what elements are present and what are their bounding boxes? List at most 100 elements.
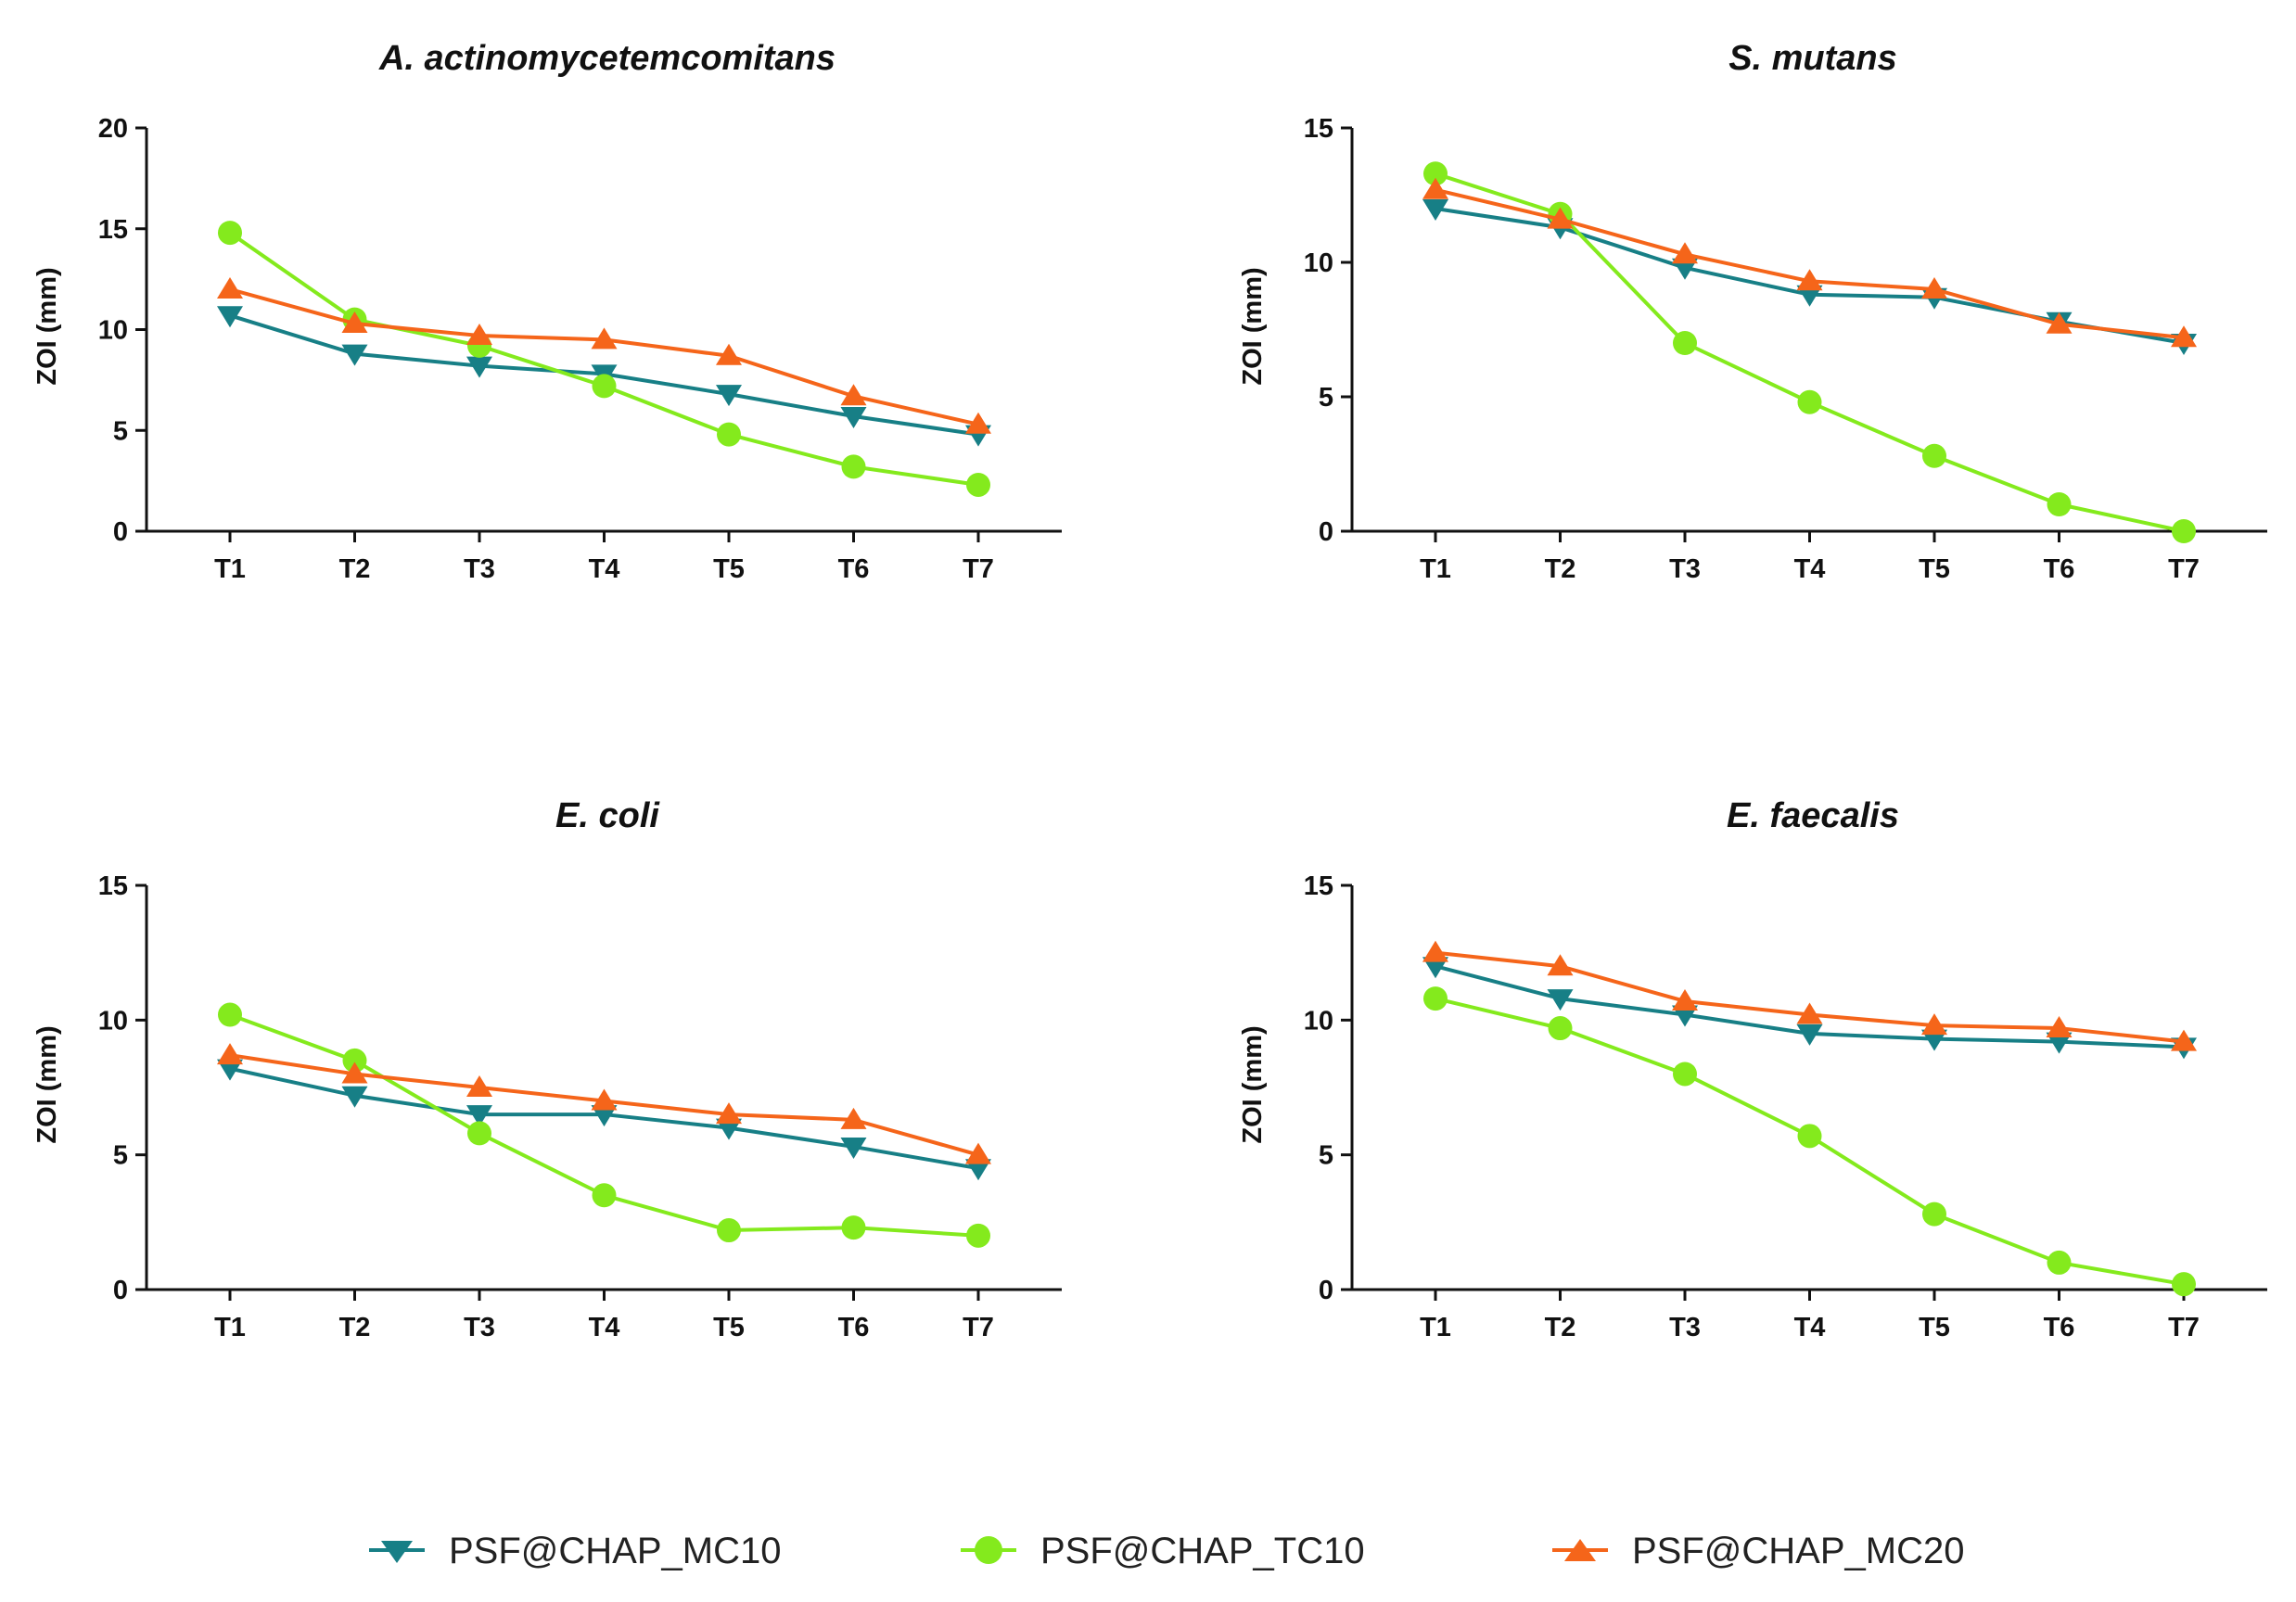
data-point-triangle-up	[840, 384, 867, 406]
data-point-circle	[2172, 1272, 2196, 1297]
data-point-triangle-up	[1921, 277, 1947, 299]
x-tick-label: T2	[1545, 554, 1576, 584]
y-tick-label: 10	[1304, 1006, 1333, 1036]
data-point-triangle-up	[2046, 312, 2073, 334]
data-point-triangle-up	[716, 343, 742, 365]
data-point-triangle-down	[1672, 1005, 1698, 1027]
y-tick-label: 0	[113, 517, 128, 547]
data-point-triangle-up	[217, 277, 243, 299]
data-point-triangle-down	[466, 1105, 492, 1127]
data-point-circle	[218, 221, 242, 246]
x-tick-label: T2	[1545, 1313, 1576, 1342]
panel-b-s-mutans: S. mutans ZOI (mm) 0 5 10 15 T1 T2 T3 T4 T5 T6 T7	[1238, 39, 2267, 584]
data-point-triangle-down	[341, 1086, 368, 1108]
y-axis-label: ZOI (mm)	[1238, 1025, 1268, 1143]
x-tick-label: T4	[1794, 554, 1826, 584]
data-point-circle	[1797, 1124, 1822, 1149]
y-axis-label: ZOI (mm)	[1238, 267, 1268, 385]
legend-label: PSF@CHAP_TC10	[1040, 1531, 1365, 1571]
data-point-triangle-up	[466, 1075, 492, 1097]
x-tick-label: T2	[339, 1313, 371, 1342]
y-tick-label: 5	[113, 416, 128, 446]
data-point-circle	[966, 472, 990, 497]
data-point-triangle-down	[1796, 285, 1823, 307]
data-point-circle	[592, 374, 617, 399]
data-point-triangle-up	[1422, 177, 1448, 199]
data-point-triangle-up	[965, 1142, 991, 1164]
data-point-triangle-up	[1422, 940, 1448, 962]
data-point-circle	[467, 1121, 491, 1146]
panel-title: E. faecalis	[1727, 796, 1899, 835]
data-point-triangle-up	[1796, 1002, 1823, 1024]
x-tick-label: T3	[464, 1313, 495, 1342]
x-tick-label: T1	[214, 1313, 246, 1342]
x-tick-label: T5	[713, 554, 745, 584]
x-tick-label: T7	[2168, 554, 2200, 584]
data-point-circle	[1423, 161, 1448, 186]
data-point-triangle-up	[716, 1102, 742, 1125]
data-point-triangle-down	[840, 407, 867, 429]
data-point-circle	[2047, 1250, 2072, 1275]
data-point-triangle-up	[341, 311, 368, 333]
data-point-triangle-up	[1547, 207, 1574, 229]
data-point-circle	[717, 1218, 741, 1243]
x-tick-label: T6	[2044, 554, 2075, 584]
panel-d-e-faecalis: E. faecalis ZOI (mm) 0 5 10 15 T1 T2 T3 T4 T5 T6 T…	[1238, 796, 2267, 1342]
data-point-triangle-down	[840, 1137, 867, 1159]
y-tick-label: 5	[1319, 383, 1333, 413]
data-point-circle	[592, 1183, 617, 1208]
x-tick-label: T6	[838, 1313, 870, 1342]
legend: PSF@CHAP_MC10 PSF@CHAP_TC10 PSF@CHAP_MC2…	[369, 1531, 1964, 1571]
data-point-circle	[342, 1048, 367, 1073]
y-tick-label: 5	[1319, 1141, 1333, 1171]
y-tick-label: 10	[1304, 248, 1333, 278]
y-tick-label: 15	[98, 215, 128, 245]
x-tick-label: T5	[1919, 554, 1950, 584]
data-point-triangle-down	[217, 1059, 243, 1081]
data-point-circle	[717, 422, 741, 447]
y-tick-label: 15	[1304, 871, 1333, 901]
y-tick-label: 5	[113, 1141, 128, 1171]
x-tick-label: T1	[214, 554, 246, 584]
data-point-triangle-up	[1672, 988, 1698, 1011]
data-point-circle	[218, 1002, 242, 1027]
data-point-circle	[1922, 443, 1946, 468]
data-point-triangle-down	[2046, 1032, 2073, 1054]
data-point-triangle-up	[1921, 1013, 1947, 1036]
plot-area: 0 5 10 15 T1 T2 T3 T4 T5 T6 T7	[1304, 114, 2267, 584]
data-point-triangle-down	[1547, 989, 1574, 1011]
data-point-triangle-up	[2046, 1016, 2073, 1038]
x-tick-label: T7	[963, 554, 994, 584]
data-point-triangle-down	[466, 356, 492, 378]
panel-title: S. mutans	[1728, 39, 1897, 78]
legend-label: PSF@CHAP_MC10	[449, 1531, 781, 1571]
legend-marker-circle-icon	[975, 1536, 1002, 1564]
x-tick-label: T5	[1919, 1313, 1950, 1342]
data-point-circle	[2047, 492, 2072, 516]
data-point-triangle-down	[716, 1118, 742, 1140]
data-point-triangle-down	[716, 385, 742, 407]
y-tick-label: 0	[113, 1276, 128, 1305]
x-tick-label: T3	[1669, 554, 1701, 584]
x-tick-label: T4	[1794, 1313, 1826, 1342]
data-point-triangle-down	[965, 1159, 991, 1181]
panel-title: A. actinomycetemcomitans	[378, 39, 835, 78]
legend-item-tc10: PSF@CHAP_TC10	[961, 1531, 1365, 1571]
data-point-triangle-up	[217, 1043, 243, 1065]
data-point-circle	[1423, 986, 1448, 1011]
y-tick-label: 15	[1304, 114, 1333, 144]
data-point-triangle-down	[217, 306, 243, 328]
data-point-circle	[841, 454, 866, 479]
data-point-circle	[841, 1215, 866, 1240]
data-point-triangle-down	[1796, 1024, 1823, 1046]
data-point-triangle-up	[591, 327, 618, 350]
data-point-triangle-up	[341, 1062, 368, 1084]
legend-label: PSF@CHAP_MC20	[1632, 1531, 1964, 1571]
x-tick-label: T3	[464, 554, 495, 584]
legend-item-mc10: PSF@CHAP_MC10	[369, 1531, 781, 1571]
plot-area: 0 5 10 15 T1 T2 T3 T4 T5 T6 T7	[1304, 871, 2267, 1342]
data-point-circle	[1922, 1202, 1946, 1227]
y-tick-label: 20	[98, 114, 128, 144]
y-tick-label: 10	[98, 1006, 128, 1036]
